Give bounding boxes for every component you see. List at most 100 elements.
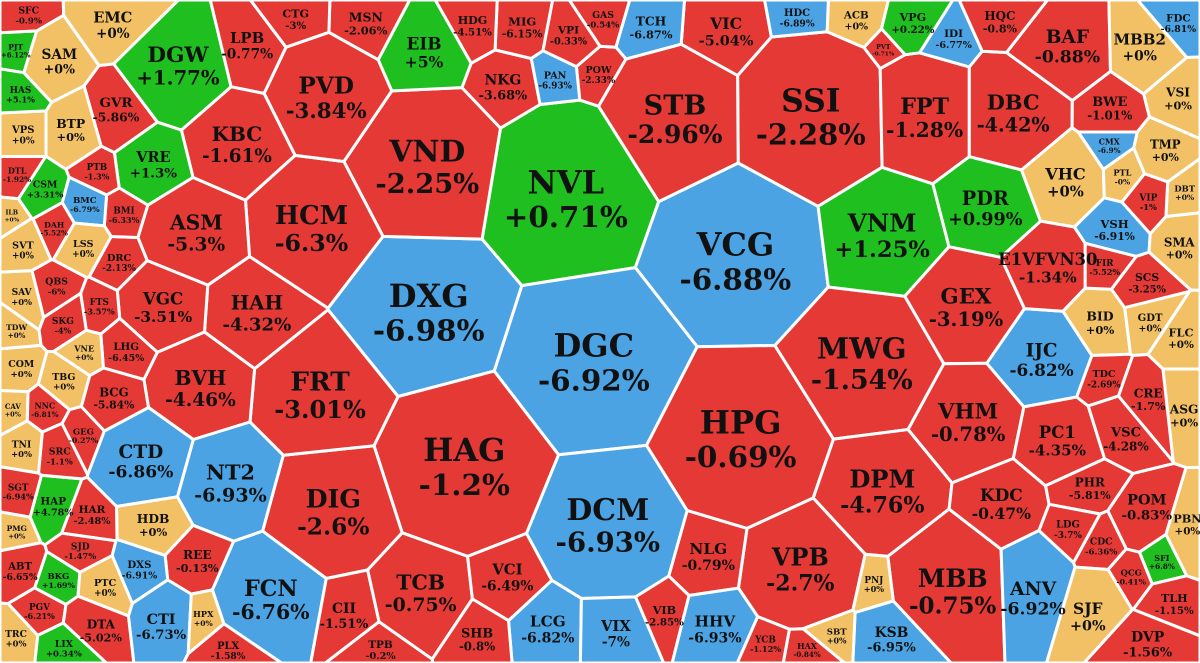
ticker-label: CRE	[1134, 387, 1163, 401]
change-label: -1%	[1140, 202, 1157, 212]
cell-sfc[interactable]	[0, 0, 66, 35]
ticker-label: TDW	[6, 323, 27, 332]
ticker-label: HAP	[40, 496, 66, 508]
cell-hpx[interactable]	[186, 588, 226, 656]
change-label: -1.56%	[1123, 645, 1172, 660]
ticker-label: VCG	[696, 226, 775, 264]
ticker-label: HPG	[700, 403, 782, 441]
change-label: +1.77%	[136, 67, 219, 90]
cell-sbt[interactable]	[801, 608, 857, 663]
ticker-label: VPS	[11, 125, 35, 136]
change-label: -2.7%	[766, 571, 834, 597]
ticker-label: DXS	[127, 559, 151, 571]
change-label: -2.25%	[375, 168, 479, 200]
ticker-label: FIR	[1096, 259, 1114, 269]
change-label: -1.54%	[811, 365, 913, 396]
ticker-label: BCG	[99, 385, 128, 399]
ticker-label: GEX	[941, 284, 992, 309]
change-label: -0.69%	[685, 439, 797, 474]
cell-hdc[interactable]	[763, 0, 830, 39]
change-label: -0.8%	[459, 640, 495, 654]
change-label: +0.34%	[46, 650, 82, 660]
change-label: +0.99%	[948, 209, 1023, 230]
cell-pvt[interactable]	[862, 27, 907, 71]
ticker-label: CDC	[1090, 537, 1113, 548]
change-label: +0%	[6, 639, 27, 649]
change-label: -6.94%	[3, 492, 34, 502]
change-label: -6.3%	[275, 229, 349, 257]
change-label: -1.3%	[84, 171, 109, 181]
ticker-label: PTC	[94, 578, 116, 589]
change-label: +0.22%	[891, 24, 934, 36]
cell-cre[interactable]	[1117, 353, 1175, 464]
ticker-label: ASG	[1169, 403, 1199, 417]
cell-dta[interactable]	[61, 594, 136, 663]
change-label: -4.35%	[1029, 442, 1086, 460]
ticker-label: VHC	[1044, 164, 1086, 183]
ticker-label: DVP	[1131, 630, 1165, 646]
ticker-label: SAM	[41, 47, 77, 63]
cell-vpg[interactable]	[880, 0, 955, 57]
cell-src[interactable]	[37, 422, 90, 481]
change-label: +0%	[1170, 416, 1198, 430]
cell-vne[interactable]	[52, 328, 105, 378]
cell-tpb[interactable]	[324, 620, 435, 663]
cell-hqc[interactable]	[957, 0, 1049, 54]
ticker-label: HAX	[797, 642, 818, 651]
change-label: -5.52%	[41, 229, 68, 238]
change-label: -2.13%	[102, 264, 136, 274]
ticker-label: SKG	[52, 317, 74, 327]
ticker-label: CMX	[1099, 138, 1121, 147]
change-label: -2.33%	[582, 76, 616, 86]
change-label: -6.73%	[136, 628, 187, 643]
ticker-label: NLG	[689, 540, 727, 558]
ticker-label: SFI	[1154, 553, 1169, 563]
heatmap-labels: NVL+0.71%VCG-6.88%DGC-6.92%DXG-6.98%HAG-…	[1, 6, 1200, 663]
ticker-label: MIG	[508, 14, 536, 28]
ticker-label: GAS	[592, 10, 614, 21]
cell-emc[interactable]	[61, 0, 180, 67]
ticker-label: HDB	[137, 511, 170, 526]
ticker-label: BKG	[47, 572, 69, 582]
change-label: -6.15%	[502, 28, 543, 41]
change-label: -0.47%	[972, 504, 1031, 523]
cell-ctg[interactable]	[248, 0, 332, 49]
ticker-label: STB	[644, 91, 707, 122]
cell-vpi[interactable]	[541, 0, 602, 69]
change-label: -6.87%	[630, 28, 673, 42]
ticker-label: VPB	[771, 543, 829, 572]
ticker-label: LDG	[1056, 520, 1080, 531]
change-label: -0.83%	[1122, 509, 1173, 524]
change-label: -3.25%	[1128, 285, 1166, 296]
cell-ycb[interactable]	[735, 615, 791, 663]
change-label: -1.12%	[750, 644, 781, 654]
ticker-label: POW	[585, 65, 611, 76]
change-label: +5%	[405, 52, 444, 71]
cell-hdg[interactable]	[433, 0, 499, 65]
change-label: -6.9%	[1098, 146, 1121, 155]
change-label: -6.49%	[481, 578, 533, 594]
cell-pan[interactable]	[529, 49, 582, 106]
change-label: -0.78%	[931, 423, 1006, 446]
change-label: -6.76%	[232, 600, 310, 624]
ticker-label: IDI	[944, 28, 963, 40]
cell-sjf[interactable]	[1045, 565, 1134, 663]
cell-vib[interactable]	[634, 574, 691, 663]
change-label: -2.85%	[645, 617, 684, 629]
change-label: -6.93%	[538, 81, 572, 91]
change-label: +0%	[844, 21, 868, 32]
cell-shb[interactable]	[430, 597, 514, 663]
change-label: -6.79%	[70, 205, 100, 214]
change-label: -0.71%	[872, 52, 895, 58]
ticker-label: GVR	[100, 95, 134, 111]
change-label: -5.52%	[1089, 267, 1120, 277]
change-label: -6.92%	[538, 362, 650, 397]
change-label: +0%	[1164, 98, 1192, 112]
ticker-label: ACB	[843, 10, 869, 22]
cell-tmp[interactable]	[1132, 115, 1200, 184]
change-label: -6.93%	[556, 527, 661, 559]
change-label: -6.98%	[373, 313, 485, 348]
cell-vip[interactable]	[1120, 172, 1170, 236]
change-label: +0%	[94, 589, 117, 599]
